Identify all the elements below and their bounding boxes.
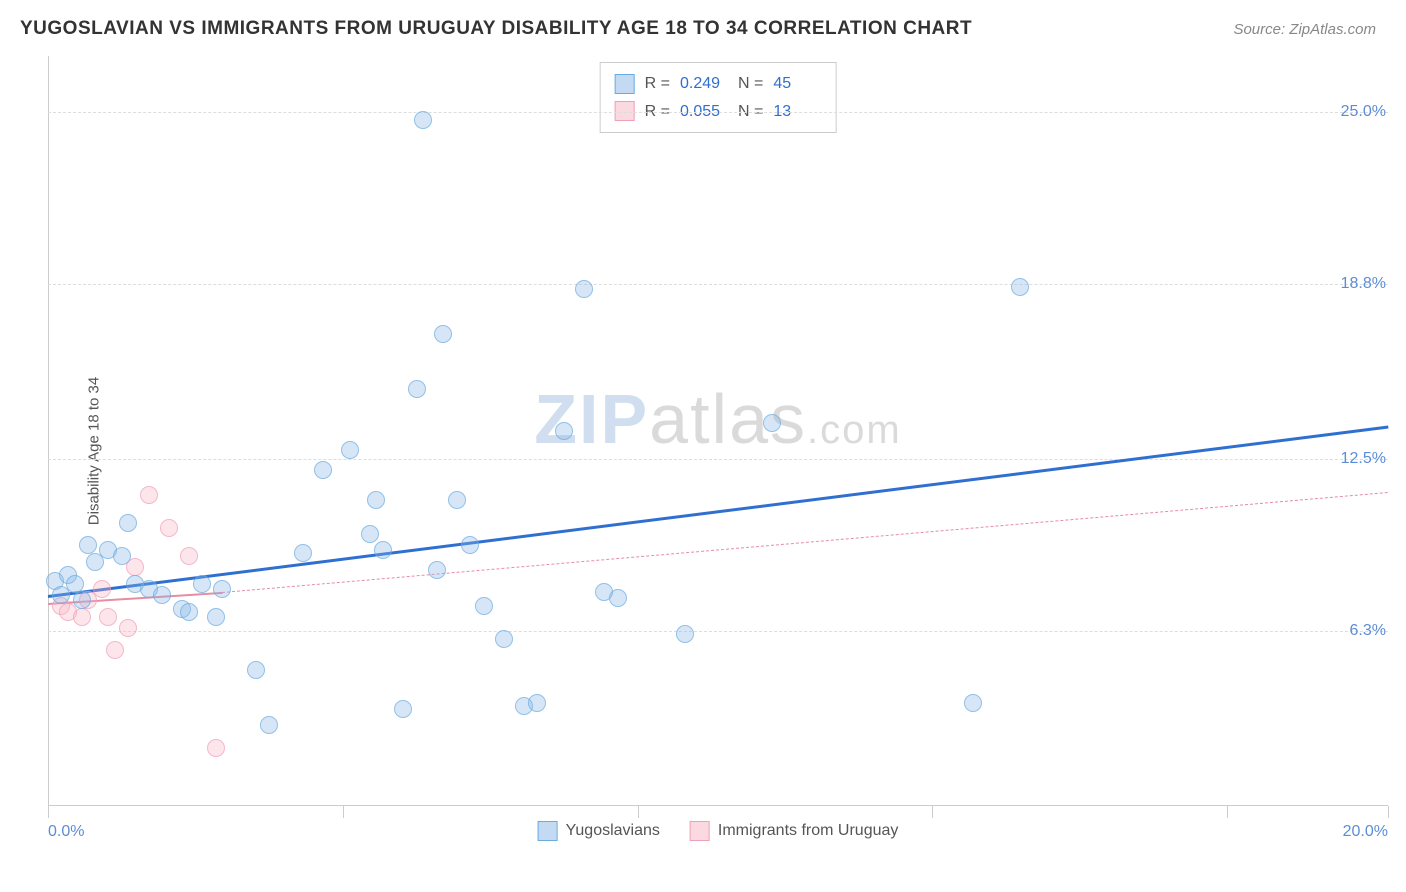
- plot-area: ZIPatlas.com R = 0.249 N = 45 R = 0.055 …: [48, 56, 1388, 846]
- x-tick-label: 0.0%: [48, 823, 84, 841]
- legend-label-s2: Immigrants from Uruguay: [718, 822, 899, 840]
- data-point: [160, 519, 178, 537]
- series-legend: Yugoslavians Immigrants from Uruguay: [538, 821, 899, 841]
- swatch-series2-icon: [690, 821, 710, 841]
- data-point: [113, 547, 131, 565]
- grid-line: [48, 459, 1388, 460]
- source-label: Source: ZipAtlas.com: [1233, 21, 1376, 38]
- data-point: [140, 486, 158, 504]
- chart-title: YUGOSLAVIAN VS IMMIGRANTS FROM URUGUAY D…: [20, 18, 972, 40]
- data-point: [434, 325, 452, 343]
- data-point: [448, 491, 466, 509]
- x-tick: [1388, 806, 1389, 818]
- x-axis-line: [48, 805, 1388, 806]
- watermark: ZIPatlas.com: [534, 379, 901, 459]
- data-point: [294, 544, 312, 562]
- data-point: [99, 608, 117, 626]
- data-point: [207, 739, 225, 757]
- grid-line: [48, 631, 1388, 632]
- y-tick-label: 6.3%: [1350, 622, 1396, 640]
- data-point: [964, 694, 982, 712]
- y-axis-line: [48, 56, 49, 806]
- data-point: [763, 414, 781, 432]
- r-value-s1: 0.249: [680, 71, 728, 97]
- data-point: [361, 525, 379, 543]
- data-point: [461, 536, 479, 554]
- data-point: [428, 561, 446, 579]
- data-point: [153, 586, 171, 604]
- stats-legend: R = 0.249 N = 45 R = 0.055 N = 13: [600, 62, 837, 133]
- x-tick: [638, 806, 639, 818]
- r-label: R =: [645, 71, 670, 97]
- data-point: [609, 589, 627, 607]
- trend-line: [222, 492, 1388, 593]
- data-point: [408, 380, 426, 398]
- legend-item-series2: Immigrants from Uruguay: [690, 821, 899, 841]
- data-point: [73, 608, 91, 626]
- swatch-series1-icon: [615, 74, 635, 94]
- data-point: [66, 575, 84, 593]
- stats-row-series1: R = 0.249 N = 45: [615, 71, 822, 97]
- grid-line: [48, 112, 1388, 113]
- data-point: [341, 441, 359, 459]
- data-point: [555, 422, 573, 440]
- n-label: N =: [738, 71, 763, 97]
- data-point: [119, 619, 137, 637]
- data-point: [414, 111, 432, 129]
- data-point: [73, 591, 91, 609]
- data-point: [367, 491, 385, 509]
- legend-label-s1: Yugoslavians: [566, 822, 660, 840]
- trend-line: [48, 425, 1388, 597]
- data-point: [575, 280, 593, 298]
- data-point: [495, 630, 513, 648]
- data-point: [180, 603, 198, 621]
- y-tick-label: 25.0%: [1341, 103, 1396, 121]
- data-point: [676, 625, 694, 643]
- data-point: [207, 608, 225, 626]
- x-tick: [48, 806, 49, 818]
- x-tick-label: 20.0%: [1343, 823, 1388, 841]
- data-point: [119, 514, 137, 532]
- data-point: [213, 580, 231, 598]
- data-point: [1011, 278, 1029, 296]
- x-tick: [932, 806, 933, 818]
- grid-line: [48, 284, 1388, 285]
- data-point: [93, 580, 111, 598]
- y-tick-label: 12.5%: [1341, 450, 1396, 468]
- data-point: [260, 716, 278, 734]
- n-value-s1: 45: [773, 71, 821, 97]
- swatch-series1-icon: [538, 821, 558, 841]
- data-point: [394, 700, 412, 718]
- data-point: [106, 641, 124, 659]
- x-tick: [1227, 806, 1228, 818]
- x-tick: [343, 806, 344, 818]
- data-point: [374, 541, 392, 559]
- data-point: [247, 661, 265, 679]
- chart-container: Disability Age 18 to 34 ZIPatlas.com R =…: [48, 56, 1388, 846]
- data-point: [193, 575, 211, 593]
- data-point: [79, 536, 97, 554]
- legend-item-series1: Yugoslavians: [538, 821, 660, 841]
- data-point: [314, 461, 332, 479]
- data-point: [180, 547, 198, 565]
- data-point: [528, 694, 546, 712]
- data-point: [475, 597, 493, 615]
- y-tick-label: 18.8%: [1341, 275, 1396, 293]
